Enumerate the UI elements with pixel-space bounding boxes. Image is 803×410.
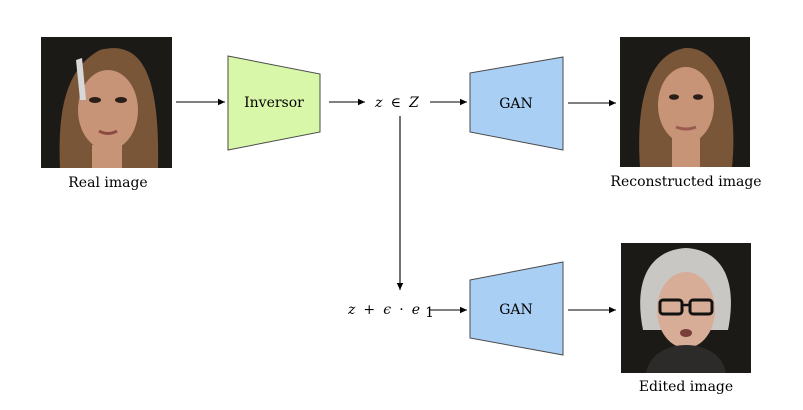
- gan-top-block: GAN: [469, 56, 564, 151]
- real-image-caption: Real image: [68, 175, 147, 191]
- gan-top-label: GAN: [499, 96, 533, 112]
- inversor-label: Inversor: [244, 95, 304, 111]
- edited-image-caption: Edited image: [639, 379, 733, 395]
- edited-latent-label: z + ϵ · e 1: [347, 299, 434, 321]
- edited-image-photo: [621, 243, 751, 373]
- gan-bottom-block: GAN: [469, 261, 564, 356]
- latent-label: z ∈ Z: [374, 92, 419, 111]
- real-image-photo: [41, 37, 172, 168]
- gan-bottom-label: GAN: [499, 302, 533, 318]
- reconstructed-image-photo: [620, 37, 750, 168]
- reconstructed-image-caption: Reconstructed image: [610, 174, 761, 190]
- inversor-block: Inversor: [227, 55, 321, 151]
